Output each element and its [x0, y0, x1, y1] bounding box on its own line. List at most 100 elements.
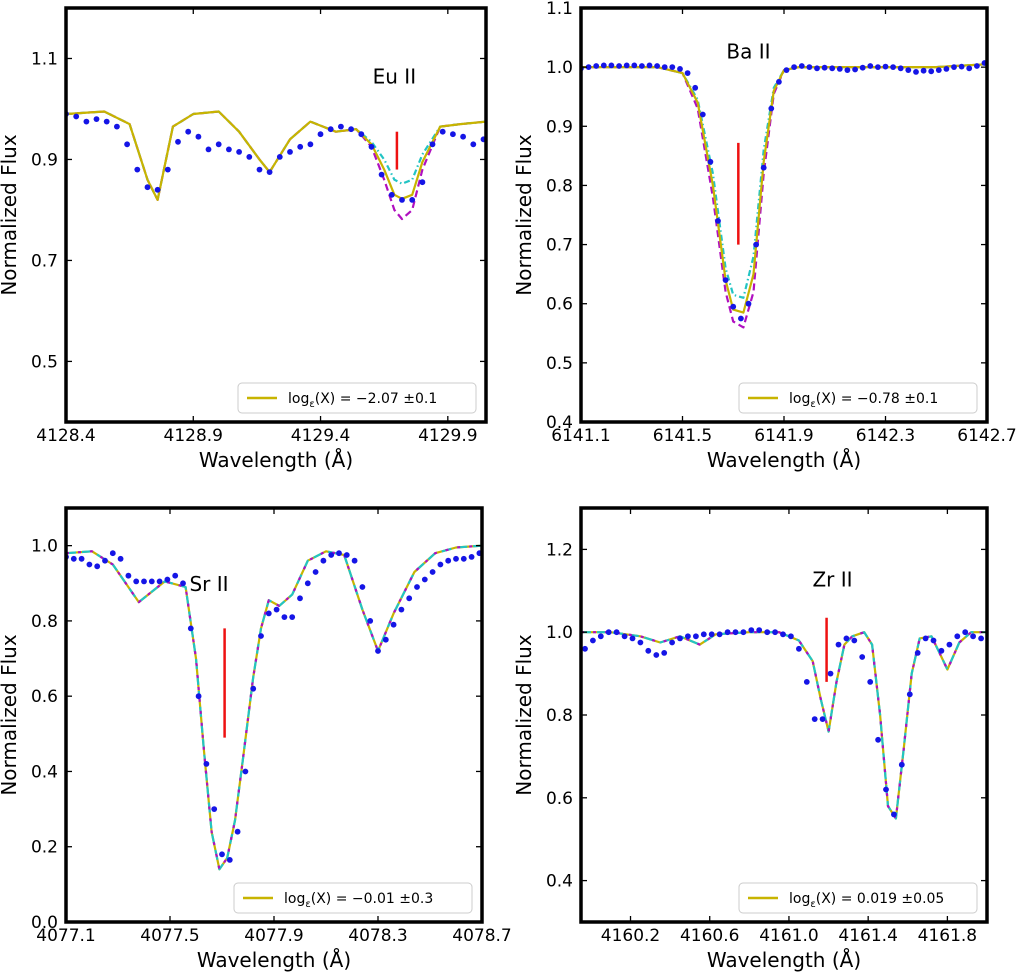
observed-point — [600, 62, 607, 69]
observed-point — [803, 679, 810, 685]
model-lower-line — [66, 544, 482, 871]
model-fit-line — [66, 544, 482, 871]
observed-point — [844, 67, 851, 73]
y-tick-label: 0.8 — [546, 706, 573, 726]
observed-point — [875, 736, 881, 743]
observed-point — [738, 315, 744, 322]
observed-point — [109, 550, 116, 557]
observed-point — [78, 555, 85, 562]
observed-point — [429, 141, 436, 148]
observed-point — [236, 149, 243, 155]
observed-point — [590, 637, 596, 644]
observed-point — [134, 166, 141, 173]
x-tick-label: 4129.4 — [291, 426, 350, 446]
x-tick-label: 4077.9 — [244, 926, 303, 946]
observed-point — [669, 639, 675, 646]
x-axis-label: Wavelength (Å) — [707, 448, 861, 472]
y-tick-label: 0.6 — [546, 295, 573, 315]
legend: logε(X) = 0.019 ±0.05 — [738, 882, 978, 914]
observed-point — [265, 610, 272, 617]
legend-box — [233, 882, 473, 914]
y-tick-label: 0.0 — [31, 913, 58, 933]
x-tick-label: 6141.1 — [551, 426, 610, 446]
x-tick-label: 4129.9 — [418, 426, 477, 446]
plot-area — [66, 544, 482, 871]
y-axis-label: Normalized Flux — [0, 134, 21, 296]
legend-box — [237, 382, 477, 414]
observed-point — [256, 166, 263, 173]
axes-frame — [64, 506, 484, 924]
y-tick-label: 1.0 — [31, 537, 58, 557]
model-lower-line — [66, 110, 486, 221]
observed-point — [226, 857, 233, 863]
observed-point — [897, 65, 904, 72]
model-fit-line — [581, 63, 987, 314]
x-tick-label: 4160.2 — [601, 926, 660, 946]
observed-point — [629, 635, 636, 642]
observed-point — [768, 105, 775, 112]
observed-point — [215, 141, 222, 148]
observed-point — [103, 118, 110, 125]
observed-point — [954, 633, 961, 640]
x-tick-label: 4077.1 — [36, 926, 95, 946]
observed-point — [806, 64, 813, 70]
observed-point — [646, 62, 653, 69]
legend: logε(X) = −0.01 ±0.3 — [233, 882, 473, 914]
observed-point — [780, 631, 786, 638]
observed-point — [978, 635, 984, 642]
observed-point — [905, 67, 912, 73]
observed-point — [390, 621, 397, 628]
observed-point — [753, 241, 759, 248]
element-label: Eu II — [373, 65, 416, 89]
observed-point — [70, 555, 77, 562]
observed-point — [172, 572, 179, 579]
observed-point — [783, 67, 790, 73]
observed-point — [287, 149, 293, 155]
observed-point — [631, 62, 638, 69]
observed-point — [348, 126, 354, 133]
legend-label: logε(X) = −0.01 ±0.3 — [284, 891, 433, 910]
x-axis-label: Wavelength (Å) — [197, 948, 351, 972]
model-lower-line — [581, 631, 987, 820]
observed-point — [246, 154, 253, 160]
x-tick-label: 6142.7 — [957, 426, 1016, 446]
observed-point — [962, 629, 969, 636]
observed-point — [93, 116, 100, 122]
element-label: Ba II — [726, 39, 770, 63]
observed-point — [708, 631, 715, 638]
observed-point — [226, 146, 232, 153]
observed-point — [621, 633, 628, 640]
observed-point — [677, 635, 683, 642]
observed-point — [187, 625, 194, 632]
legend-label: logε(X) = −2.07 ±0.1 — [288, 391, 437, 410]
observed-point — [205, 146, 212, 153]
observed-point — [715, 218, 721, 224]
x-tick-label: 4077.5 — [140, 926, 199, 946]
observed-point — [974, 63, 980, 69]
axes-frame — [64, 6, 488, 424]
observed-point — [375, 648, 381, 654]
observed-point — [102, 557, 108, 564]
model-lower-line — [581, 63, 987, 329]
x-axis-label: Wavelength (Å) — [199, 448, 353, 472]
legend-box — [738, 882, 978, 914]
observed-point — [943, 66, 950, 72]
observed-point — [930, 637, 937, 644]
observed-point — [724, 629, 731, 636]
observed-point — [772, 629, 778, 636]
panel-sr-ii: Sr II 4077.1 4077.5 4077.9 4078.3 4078.7 0.0 0.… — [0, 506, 512, 972]
observed-point — [114, 123, 120, 130]
legend: logε(X) = −2.07 ±0.1 — [237, 382, 477, 414]
plot-area — [66, 110, 486, 221]
model-upper-line — [581, 63, 987, 299]
observed-point — [468, 554, 475, 560]
observed-point — [195, 133, 202, 140]
observed-point — [685, 633, 691, 640]
observed-point — [613, 629, 620, 636]
legend-box — [738, 382, 978, 414]
observed-point — [343, 552, 350, 558]
element-label: Zr II — [812, 568, 852, 592]
observed-point — [906, 691, 913, 698]
observed-point — [748, 627, 755, 633]
observed-point — [133, 578, 140, 585]
